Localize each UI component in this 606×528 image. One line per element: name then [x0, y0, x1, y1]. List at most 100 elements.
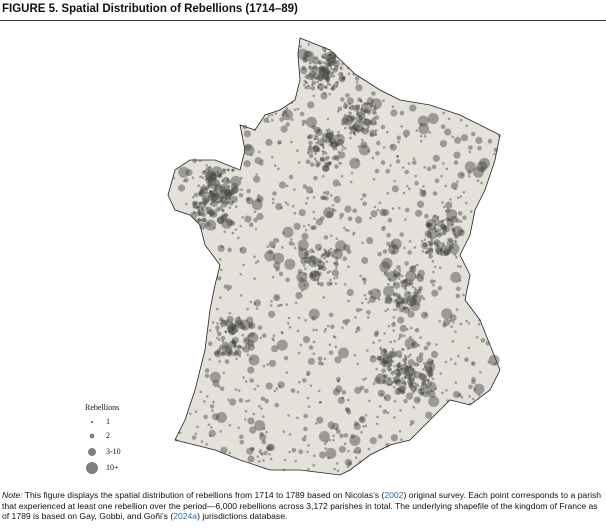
dot — [329, 282, 333, 286]
dot — [224, 359, 230, 364]
dot — [329, 67, 333, 70]
dot — [252, 412, 256, 416]
dot — [440, 124, 446, 129]
dot — [345, 93, 350, 98]
dot — [315, 128, 323, 136]
dot — [239, 294, 243, 297]
dot — [223, 284, 229, 289]
dot — [291, 204, 295, 208]
dot — [253, 255, 256, 259]
dot — [328, 343, 332, 347]
dot — [411, 341, 419, 349]
dot — [404, 362, 407, 365]
dot — [400, 367, 404, 371]
dot — [439, 249, 443, 253]
dot — [199, 201, 203, 205]
dot — [199, 201, 207, 209]
dot — [398, 379, 401, 383]
dot — [436, 251, 440, 255]
dot — [247, 342, 250, 345]
dot — [210, 213, 213, 216]
dot — [354, 456, 358, 460]
dot — [436, 220, 444, 228]
dot — [392, 293, 396, 296]
dot — [354, 446, 362, 454]
dot — [317, 83, 325, 91]
dot — [285, 122, 290, 127]
dot — [328, 270, 332, 273]
dot — [328, 62, 331, 65]
dot — [398, 269, 402, 272]
dot — [399, 307, 404, 313]
dot — [244, 143, 252, 151]
dot — [202, 186, 207, 191]
dot — [391, 105, 395, 109]
dot — [322, 191, 326, 194]
dot — [221, 189, 224, 192]
dot — [328, 143, 332, 147]
dot — [288, 326, 292, 329]
dot — [453, 234, 459, 240]
dot — [239, 248, 243, 251]
dot — [303, 83, 306, 87]
dot — [370, 210, 378, 218]
note-link[interactable]: 2024a — [173, 511, 198, 521]
dot — [375, 422, 379, 426]
dot — [344, 205, 352, 213]
dot — [234, 350, 239, 356]
dot — [346, 97, 354, 105]
dot — [280, 206, 283, 210]
dot — [308, 345, 314, 350]
dot — [303, 50, 315, 62]
dot — [424, 361, 436, 373]
dot — [328, 162, 332, 165]
dot — [330, 234, 333, 237]
dot — [428, 232, 432, 236]
dot — [371, 355, 375, 358]
dot — [331, 71, 335, 74]
dot — [230, 187, 238, 195]
dot — [370, 104, 374, 108]
dot — [430, 368, 433, 371]
dot — [304, 260, 307, 263]
dot — [393, 376, 401, 384]
dot — [319, 67, 327, 75]
dot — [324, 250, 327, 253]
dot — [338, 347, 349, 359]
dot — [415, 263, 419, 267]
dot — [206, 210, 212, 215]
dot — [355, 84, 363, 92]
note-link[interactable]: 2002 — [384, 490, 404, 500]
dot — [392, 329, 396, 332]
dot — [192, 158, 197, 163]
dot — [321, 132, 333, 144]
dot — [364, 377, 368, 380]
dot — [407, 298, 411, 301]
dot — [442, 250, 446, 254]
dot — [270, 113, 274, 117]
dot — [324, 52, 327, 56]
dot — [249, 300, 253, 304]
dot — [317, 267, 321, 270]
dot — [218, 360, 221, 363]
dot — [308, 65, 314, 71]
dot — [234, 317, 242, 325]
dot — [319, 282, 324, 287]
dot — [219, 344, 224, 350]
dot — [266, 363, 269, 366]
dot — [213, 226, 216, 230]
dot — [388, 376, 392, 380]
dot — [297, 239, 309, 251]
dot — [430, 360, 433, 364]
dot — [422, 185, 425, 188]
dot — [244, 380, 248, 383]
dot — [250, 323, 253, 326]
dot — [398, 361, 401, 365]
dot — [428, 222, 433, 228]
dot — [247, 332, 259, 344]
dot — [339, 66, 343, 69]
dot — [242, 376, 245, 379]
dot — [286, 203, 290, 206]
dot — [404, 218, 407, 221]
dot — [283, 458, 287, 462]
